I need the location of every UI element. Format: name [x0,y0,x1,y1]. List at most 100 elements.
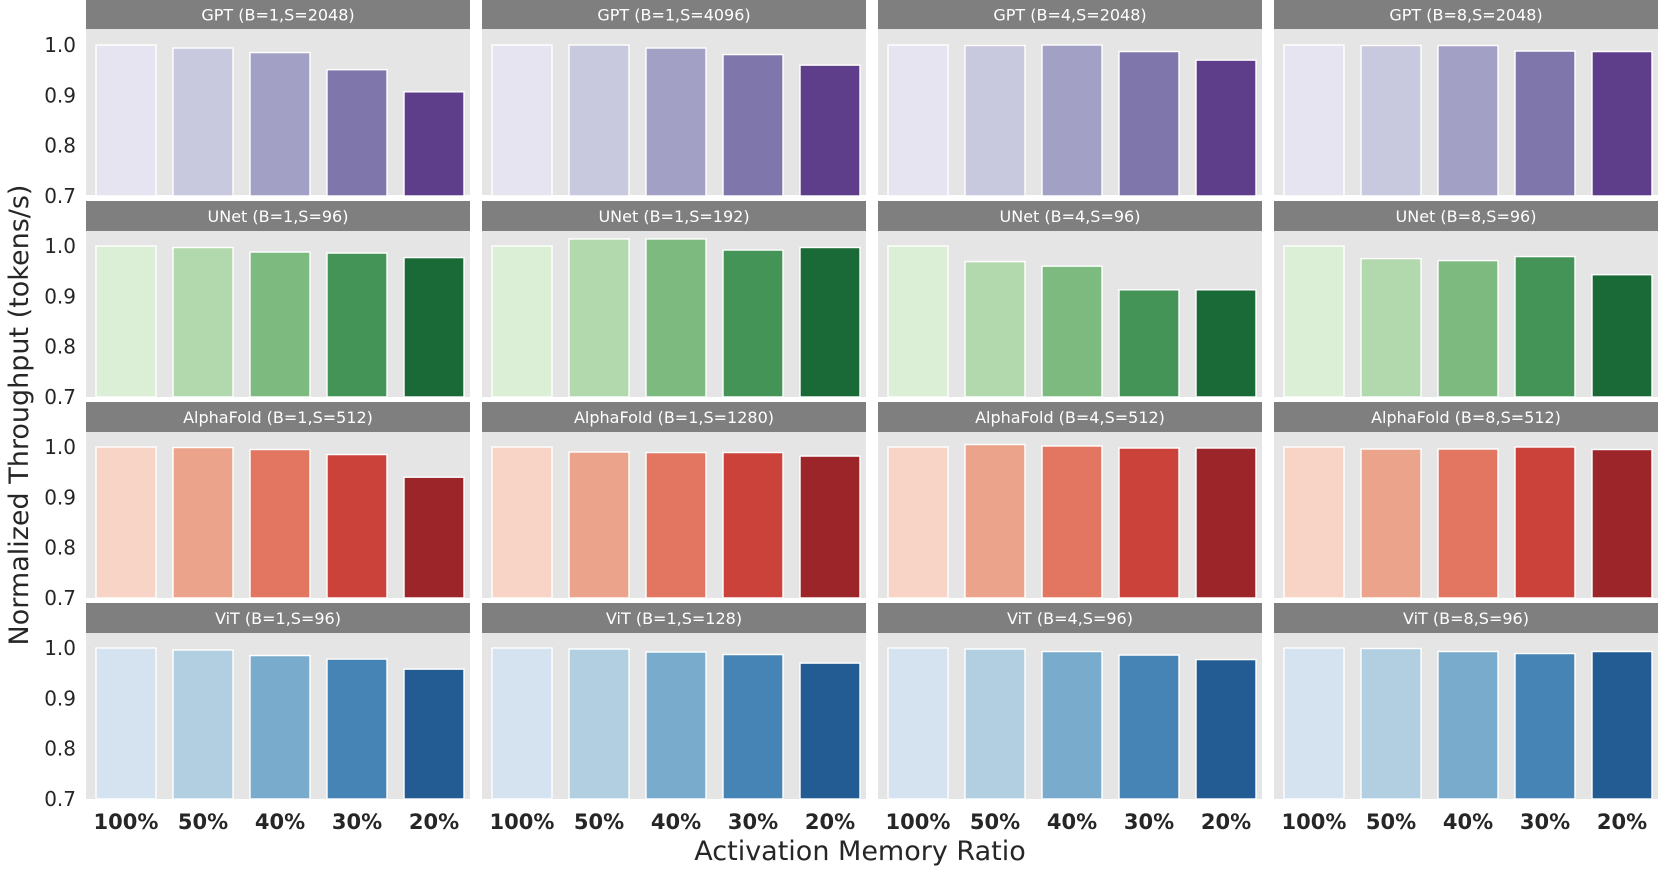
bar-alphafold-2-4 [722,451,784,599]
y-tick-label: 0.7 [44,184,76,208]
bar-unet-2-4 [722,249,784,398]
bar-alphafold-3-3 [1041,445,1103,599]
bar-unet-3-5 [1195,289,1257,398]
x-tick-label: 20% [805,810,855,834]
bar-gpt-4-3 [1437,44,1499,197]
x-tick-label: 50% [178,810,228,834]
x-tick-label: 20% [1597,810,1647,834]
panel-title-strip [878,603,1262,633]
bar-alphafold-3-1 [887,446,949,599]
bar-vit-4-4 [1514,652,1576,800]
x-axis-label: Activation Memory Ratio [694,836,1025,867]
x-tick-label: 100% [490,810,555,834]
bar-vit-3-5 [1195,658,1257,800]
panel-title-strip [86,603,470,633]
y-axis-label: Normalized Throughput (tokens/s) [4,185,35,646]
bar-vit-4-2 [1360,647,1422,800]
bar-unet-4-3 [1437,259,1499,398]
panel-title-strip [1274,603,1658,633]
x-tick-label: 20% [409,810,459,834]
bar-gpt-3-2 [964,44,1026,197]
bar-alphafold-2-1 [491,446,553,599]
bar-vit-4-3 [1437,650,1499,800]
bar-vit-2-4 [722,653,784,800]
bar-unet-3-3 [1041,265,1103,398]
bar-gpt-1-4 [326,68,388,197]
bar-gpt-3-1 [887,44,949,197]
bar-vit-2-3 [645,651,707,800]
bar-unet-2-1 [491,245,553,398]
panel-title: UNet (B=1,S=192) [598,207,749,226]
bar-gpt-4-5 [1591,50,1653,197]
bar-gpt-4-2 [1360,44,1422,197]
bar-vit-4-5 [1591,650,1653,800]
y-tick-label: 0.7 [44,385,76,409]
panel-title: AlphaFold (B=8,S=512) [1371,408,1561,427]
panel-title-strip [482,201,866,231]
panel-title: AlphaFold (B=4,S=512) [975,408,1165,427]
bar-alphafold-3-5 [1195,447,1257,599]
bar-alphafold-4-2 [1360,448,1422,599]
panel-title-strip [482,402,866,432]
bar-alphafold-3-4 [1118,447,1180,599]
panel-title-strip [878,201,1262,231]
bar-unet-2-5 [799,246,861,398]
bar-alphafold-4-5 [1591,448,1653,599]
bar-alphafold-2-3 [645,451,707,599]
x-tick-label: 40% [1047,810,1097,834]
bar-gpt-1-2 [172,47,234,197]
x-tick-label: 20% [1201,810,1251,834]
x-tick-label: 50% [970,810,1020,834]
bar-unet-1-3 [249,251,311,398]
bar-unet-1-1 [95,245,157,398]
panel-title: UNet (B=8,S=96) [1396,207,1537,226]
y-tick-label: 0.9 [44,686,76,710]
x-tick-label: 30% [1520,810,1570,834]
bar-vit-4-1 [1283,647,1345,800]
bar-vit-3-4 [1118,654,1180,800]
panel-title-strip [1274,201,1658,231]
bar-unet-3-4 [1118,289,1180,398]
y-tick-label: 0.8 [44,134,76,158]
bar-vit-1-4 [326,658,388,800]
bar-alphafold-2-2 [568,451,630,599]
x-tick-label: 40% [1443,810,1493,834]
panel-title-strip [86,402,470,432]
bar-gpt-2-1 [491,44,553,197]
x-tick-label: 50% [1366,810,1416,834]
bar-vit-1-1 [95,647,157,800]
bar-unet-4-2 [1360,257,1422,398]
bar-vit-3-2 [964,648,1026,800]
bar-alphafold-4-4 [1514,446,1576,599]
panel-title: UNet (B=4,S=96) [1000,207,1141,226]
bar-gpt-3-4 [1118,50,1180,197]
panel-title: ViT (B=4,S=96) [1007,609,1133,628]
chart-panels: 0.7 0.8 0.9 1.0 GPT (B=1,S=2048) GPT (B=1,S=4… [44,0,1658,834]
bar-unet-3-2 [964,260,1026,398]
y-tick-label: 0.7 [44,787,76,811]
panel-title-strip [878,0,1262,29]
bar-gpt-4-4 [1514,50,1576,197]
bar-unet-2-2 [568,238,630,398]
bar-unet-4-5 [1591,273,1653,398]
panel-title-strip [878,402,1262,432]
bar-alphafold-1-2 [172,446,234,599]
panel-title: ViT (B=1,S=96) [215,609,341,628]
bar-unet-4-1 [1283,245,1345,398]
bar-vit-2-5 [799,662,861,800]
bar-vit-1-3 [249,654,311,800]
bar-alphafold-1-1 [95,446,157,599]
bar-gpt-1-3 [249,51,311,197]
y-tick-label: 0.8 [44,737,76,761]
bar-unet-1-2 [172,246,234,398]
bar-gpt-2-3 [645,47,707,197]
bar-vit-1-5 [403,668,465,800]
bar-alphafold-1-5 [403,476,465,599]
panel-title: ViT (B=8,S=96) [1403,609,1529,628]
panel-title: AlphaFold (B=1,S=1280) [574,408,774,427]
panel-title: ViT (B=1,S=128) [606,609,742,628]
bar-gpt-1-1 [95,44,157,197]
bar-alphafold-1-4 [326,453,388,599]
bar-alphafold-2-5 [799,455,861,599]
